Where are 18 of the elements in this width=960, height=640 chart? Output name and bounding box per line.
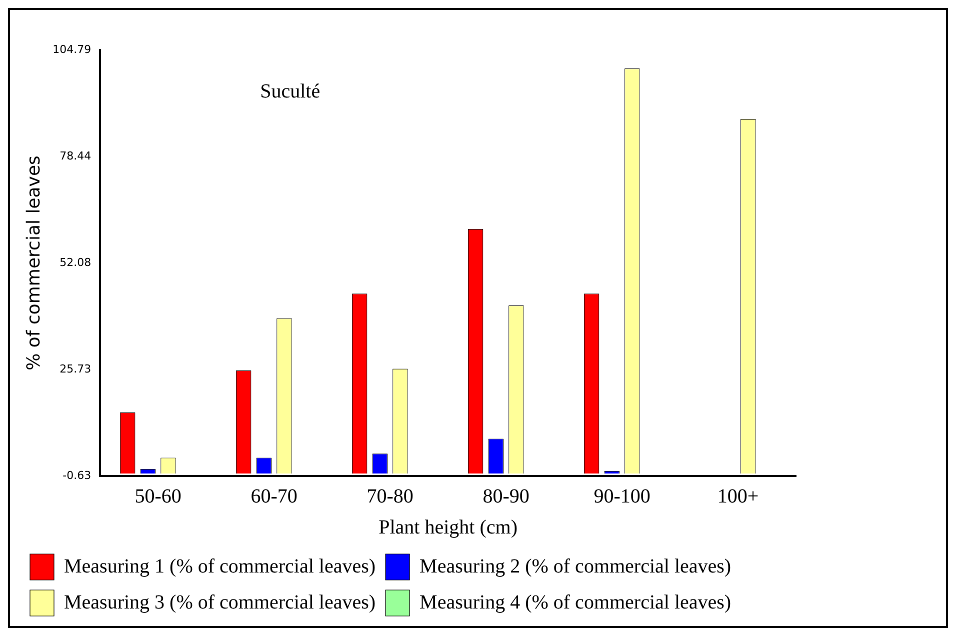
legend-label: Measuring 2 (% of commercial leaves)	[420, 555, 732, 578]
y-axis-title: % of commercial leaves	[23, 156, 44, 370]
legend-label: Measuring 3 (% of commercial leaves)	[64, 591, 376, 614]
y-tick-label: 104.79	[52, 42, 92, 56]
y-tick-label: 25.73	[60, 362, 92, 376]
x-tick-label: 80-90	[482, 485, 530, 508]
x-tick-label: 90-100	[594, 485, 650, 508]
x-tick-label: 50-60	[134, 485, 182, 508]
x-tick-label: 70-80	[366, 485, 414, 508]
legend-label: Measuring 4 (% of commercial leaves)	[420, 591, 732, 614]
y-tick-label: 52.08	[60, 256, 92, 269]
x-tick-label: 100+	[717, 485, 759, 508]
x-tick-label: 60-70	[250, 485, 298, 508]
y-tick-label: 78.44	[60, 149, 92, 162]
legend-label: Measuring 1 (% of commercial leaves)	[64, 555, 376, 578]
y-tick-label: -0.63	[62, 468, 92, 482]
annotation: Suculté	[260, 80, 320, 102]
x-axis-title: Plant height (cm)	[378, 516, 518, 538]
